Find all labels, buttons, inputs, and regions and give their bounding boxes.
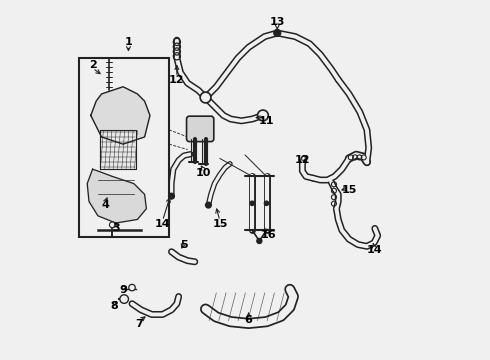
Text: 5: 5 [180, 239, 188, 249]
Polygon shape [91, 87, 150, 144]
Text: 2: 2 [89, 60, 97, 70]
Circle shape [274, 30, 281, 37]
Text: 8: 8 [110, 301, 118, 311]
Circle shape [257, 238, 262, 243]
Polygon shape [87, 169, 147, 223]
Text: 15: 15 [212, 219, 227, 229]
Text: 1: 1 [124, 37, 132, 47]
Text: 7: 7 [135, 319, 143, 329]
Circle shape [200, 92, 211, 103]
Circle shape [169, 193, 174, 199]
Circle shape [258, 110, 269, 121]
Circle shape [250, 201, 254, 206]
Text: 15: 15 [342, 185, 357, 195]
Text: 4: 4 [101, 200, 109, 210]
Text: 6: 6 [245, 315, 252, 325]
Circle shape [109, 222, 115, 228]
Circle shape [265, 201, 269, 206]
Bar [79, 58, 169, 237]
Text: 12: 12 [294, 155, 310, 165]
Text: 14: 14 [367, 245, 382, 255]
Text: 11: 11 [259, 116, 274, 126]
FancyBboxPatch shape [187, 116, 214, 141]
Text: 13: 13 [270, 17, 285, 27]
Text: 9: 9 [119, 285, 127, 296]
Text: 16: 16 [261, 230, 276, 239]
Text: 10: 10 [196, 168, 212, 178]
Circle shape [205, 202, 211, 208]
Text: 3: 3 [112, 224, 120, 233]
Polygon shape [100, 130, 136, 169]
Text: 14: 14 [155, 219, 171, 229]
Circle shape [129, 284, 135, 291]
Circle shape [120, 295, 128, 303]
Text: 12: 12 [169, 75, 185, 85]
